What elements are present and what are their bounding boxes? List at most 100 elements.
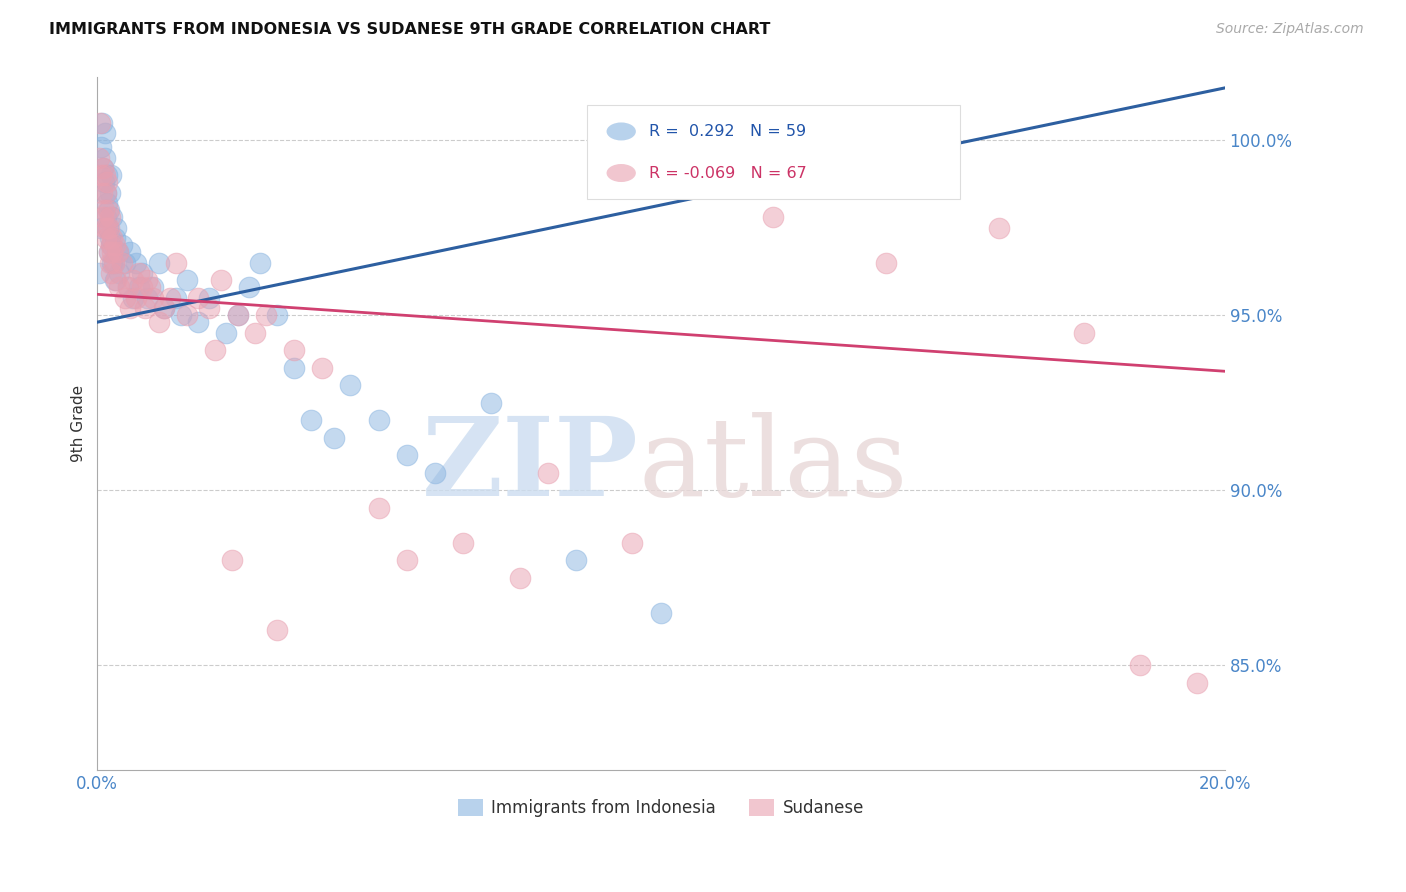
Point — [299, 413, 322, 427]
Point — [117, 280, 139, 294]
Point — [96, 196, 118, 211]
Point — [105, 220, 128, 235]
Point — [91, 186, 114, 200]
Point — [98, 220, 121, 235]
Point — [114, 291, 136, 305]
Point — [93, 161, 115, 176]
Point — [226, 308, 249, 322]
Text: ZIP: ZIP — [422, 412, 638, 519]
Point — [254, 308, 277, 322]
Point — [131, 266, 153, 280]
Point — [100, 238, 122, 252]
Point — [101, 256, 124, 270]
Point — [423, 466, 446, 480]
Point — [96, 169, 118, 183]
Point — [395, 553, 418, 567]
Text: R =  0.292   N = 59: R = 0.292 N = 59 — [650, 124, 807, 139]
Point — [94, 169, 117, 183]
Point — [367, 500, 389, 515]
Point — [537, 466, 560, 480]
Point — [153, 301, 176, 316]
Point — [97, 203, 120, 218]
Point — [134, 301, 156, 316]
Point — [89, 116, 111, 130]
Point — [187, 291, 209, 305]
Point — [111, 256, 134, 270]
Point — [165, 256, 187, 270]
Point — [93, 175, 115, 189]
Point — [104, 273, 127, 287]
Point — [131, 280, 153, 294]
Point — [101, 211, 124, 225]
Point — [103, 256, 125, 270]
Point — [266, 308, 288, 322]
Point — [94, 186, 117, 200]
Point — [215, 326, 238, 340]
Point — [142, 280, 165, 294]
Point — [159, 291, 181, 305]
Point — [90, 220, 112, 235]
Point — [509, 571, 531, 585]
Point — [176, 308, 198, 322]
Point — [122, 291, 145, 305]
Point — [1185, 675, 1208, 690]
Point — [283, 343, 305, 358]
Point — [98, 211, 121, 225]
Point — [451, 535, 474, 549]
Point — [98, 256, 121, 270]
Point — [283, 360, 305, 375]
Point — [136, 291, 159, 305]
Point — [136, 273, 159, 287]
Point — [148, 315, 170, 329]
Point — [89, 266, 111, 280]
Point — [187, 315, 209, 329]
Point — [97, 203, 120, 218]
Point — [108, 280, 131, 294]
Point — [107, 245, 129, 260]
Point — [111, 238, 134, 252]
Point — [98, 231, 121, 245]
Text: IMMIGRANTS FROM INDONESIA VS SUDANESE 9TH GRADE CORRELATION CHART: IMMIGRANTS FROM INDONESIA VS SUDANESE 9T… — [49, 22, 770, 37]
Point — [762, 211, 785, 225]
Point — [93, 161, 115, 176]
Point — [96, 175, 118, 189]
Point — [198, 291, 221, 305]
Point — [100, 266, 122, 280]
Point — [94, 186, 117, 200]
Point — [93, 220, 115, 235]
Point — [621, 535, 644, 549]
Circle shape — [606, 164, 636, 182]
Point — [120, 301, 142, 316]
Point — [322, 431, 344, 445]
Text: atlas: atlas — [638, 412, 908, 519]
Point — [209, 273, 232, 287]
Point — [249, 256, 271, 270]
Point — [170, 308, 193, 322]
Point — [165, 291, 187, 305]
Point — [198, 301, 221, 316]
Point — [91, 116, 114, 130]
Point — [395, 448, 418, 462]
Y-axis label: 9th Grade: 9th Grade — [72, 385, 86, 462]
Point — [104, 231, 127, 245]
Point — [125, 291, 148, 305]
Point — [221, 553, 243, 567]
Point — [93, 203, 115, 218]
Legend: Immigrants from Indonesia, Sudanese: Immigrants from Indonesia, Sudanese — [451, 792, 870, 824]
Point — [108, 266, 131, 280]
Point — [142, 291, 165, 305]
Point — [339, 378, 361, 392]
Point — [105, 273, 128, 287]
Point — [100, 238, 122, 252]
Point — [650, 606, 672, 620]
Point — [565, 553, 588, 567]
Point — [94, 127, 117, 141]
Point — [122, 273, 145, 287]
Circle shape — [606, 122, 636, 140]
Point — [98, 245, 121, 260]
Point — [93, 151, 115, 165]
Point — [176, 273, 198, 287]
Point — [90, 169, 112, 183]
Point — [90, 140, 112, 154]
Point — [96, 220, 118, 235]
